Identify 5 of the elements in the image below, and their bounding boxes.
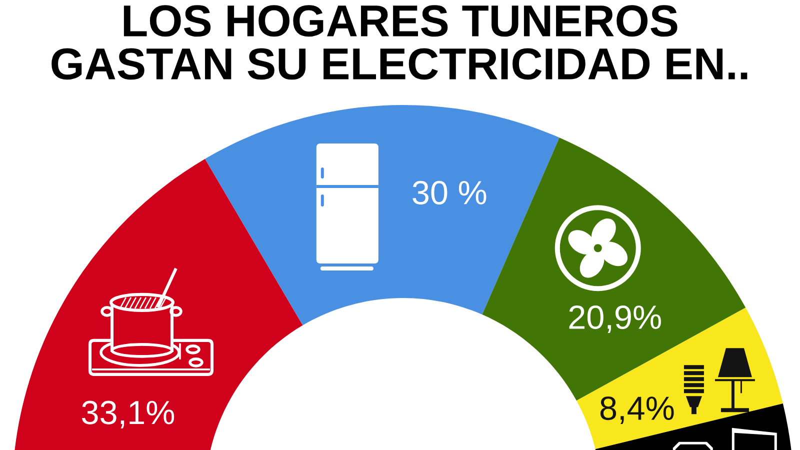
chart-title: LOS HOGARES TUNEROS GASTAN SU ELECTRICIDAD EN.. bbox=[52, 5, 748, 80]
data-label: 8,4% bbox=[600, 396, 674, 424]
data-label: 20,9% bbox=[569, 305, 661, 334]
data-label: 30 % bbox=[412, 180, 486, 204]
data-label: 33,1% bbox=[82, 400, 174, 428]
